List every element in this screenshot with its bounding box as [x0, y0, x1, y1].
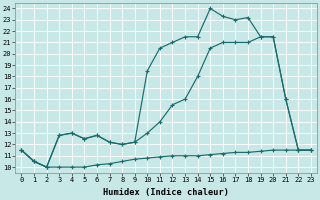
- X-axis label: Humidex (Indice chaleur): Humidex (Indice chaleur): [103, 188, 229, 197]
